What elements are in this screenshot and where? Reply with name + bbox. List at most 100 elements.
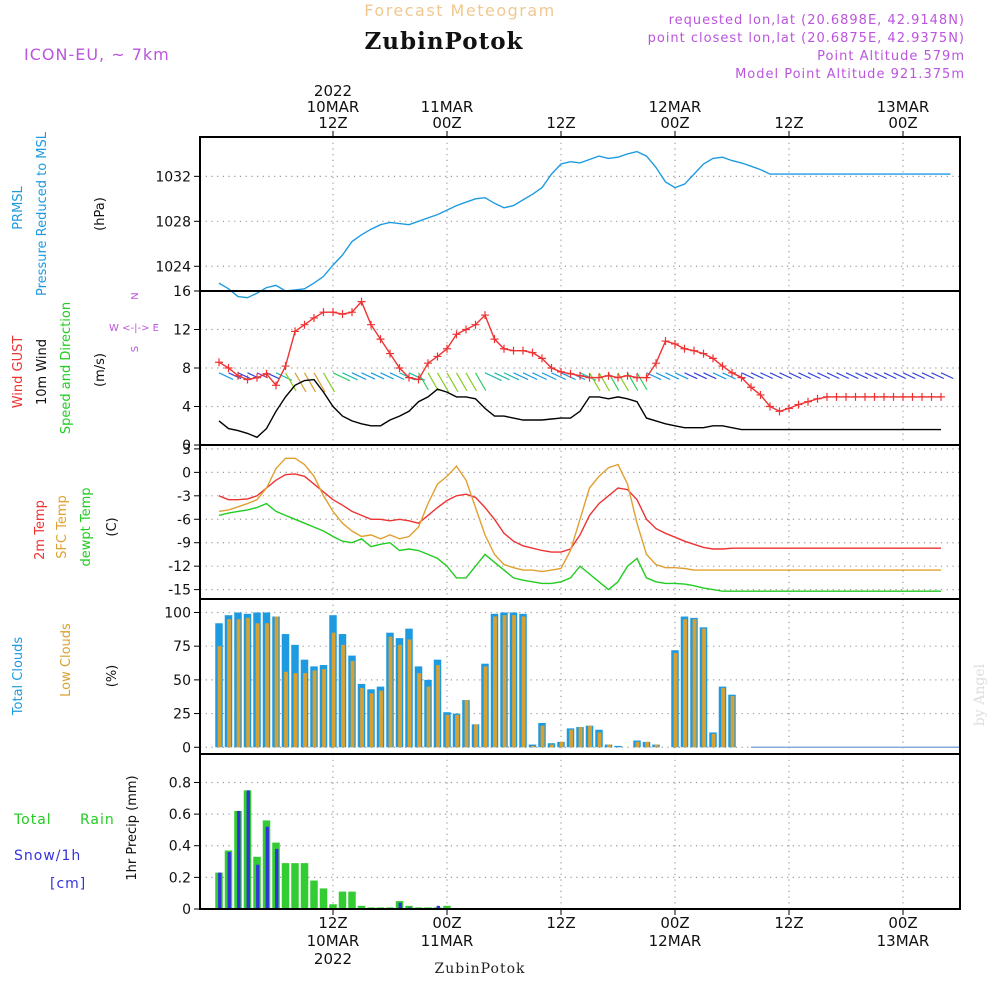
low-cloud-bar — [493, 616, 497, 748]
gust-marker — [680, 344, 689, 353]
low-cloud-bar — [227, 619, 231, 748]
rain-bar — [291, 863, 299, 909]
gust-marker — [357, 297, 366, 306]
low-cloud-bar — [455, 714, 459, 748]
gust-marker — [623, 371, 632, 380]
time-axis-label: 00Z — [888, 114, 917, 132]
low-cloud-bar — [673, 652, 678, 748]
y-tick-label: 50 — [173, 673, 191, 689]
rain-bar — [329, 904, 337, 909]
low-cloud-bar — [578, 727, 583, 748]
time-axis-label: 12MAR — [649, 98, 702, 116]
wind-direction-arrow — [484, 372, 502, 382]
time-axis-label: 10MAR — [307, 932, 360, 950]
wind-direction-arrow — [532, 372, 547, 381]
wind-direction-arrow — [855, 372, 869, 380]
wind-direction-arrow — [931, 372, 945, 380]
gust-marker — [547, 364, 556, 372]
wind-direction-arrow — [513, 372, 529, 381]
footer-location: ZubinPotok — [434, 961, 525, 977]
low-cloud-bar — [683, 619, 687, 748]
wind-direction-arrow — [313, 372, 326, 393]
wind-direction-arrow — [303, 372, 317, 393]
low-cloud-bar — [540, 725, 545, 748]
gust-marker — [481, 311, 489, 320]
wind-direction-arrow — [750, 372, 764, 380]
rain-bar — [310, 880, 318, 909]
low-cloud-bar — [702, 628, 706, 748]
gust-marker — [500, 344, 508, 353]
gust-marker — [395, 364, 404, 372]
wind-direction-arrow — [380, 372, 394, 380]
y-tick-label: 8 — [182, 361, 191, 377]
y-tick-label: 0 — [182, 465, 191, 481]
time-axis-label: 00Z — [660, 114, 689, 132]
time-axis-label: 00Z — [432, 914, 461, 932]
wind-direction-arrow — [788, 372, 802, 380]
wind-direction-arrow — [560, 372, 576, 381]
dewpt-temp-label: dewpt Temp — [79, 487, 94, 566]
precip-panel-labels: Total Rain Snow/1h [cm] 1hr Precip (mm) — [13, 775, 140, 892]
low-cloud-bar — [369, 693, 374, 748]
low-cloud-bar — [350, 661, 355, 748]
low-cloud-bar — [502, 615, 507, 748]
rain-bar — [281, 863, 290, 909]
gust-marker — [804, 397, 812, 406]
gust-marker — [310, 313, 318, 322]
rain-bar — [319, 888, 328, 909]
gust-marker — [870, 392, 879, 401]
time-axis-label: 12Z — [318, 114, 347, 132]
closest-coords: point closest lon,lat (20.6875E, 42.9375… — [648, 31, 965, 46]
low-cloud-bar — [407, 639, 412, 748]
low-cloud-bar — [398, 644, 402, 748]
time-axis-label: 2022 — [314, 82, 352, 100]
wind-direction-arrow — [703, 372, 717, 380]
gust-marker — [338, 310, 347, 319]
low-cloud-bar — [559, 741, 564, 748]
low-cloud-bar — [379, 690, 383, 748]
panel-frame — [199, 444, 961, 600]
gust-marker — [794, 400, 803, 409]
wind-direction-arrow — [817, 372, 831, 380]
y-tick-label: -15 — [168, 583, 191, 599]
low-cloud-bar — [426, 686, 431, 748]
precip-unit-label: 1hr Precip (mm) — [125, 775, 140, 880]
snow-bar — [246, 790, 250, 909]
snow-bar — [265, 826, 269, 909]
wind-direction-arrow — [332, 372, 351, 382]
wind-panel-labels: Wind GUST 10m Wind Speed and Direction (… — [11, 292, 159, 434]
gust-marker — [291, 327, 299, 336]
wind-direction-arrow — [684, 372, 698, 380]
pressure-msl-label: Pressure Reduced to MSL — [35, 131, 50, 296]
total-cloud-bar — [614, 745, 622, 748]
low-cloud-bar — [474, 724, 478, 748]
y-tick-label: -3 — [177, 489, 191, 505]
snow-label: Snow/1h — [14, 848, 81, 864]
snow-bar — [237, 810, 241, 909]
low-cloud-bar — [550, 744, 554, 748]
gust-marker — [414, 375, 423, 384]
gust-marker — [253, 373, 261, 382]
gust-marker — [300, 320, 309, 329]
time-axis-label: 11MAR — [421, 932, 474, 950]
low-cloud-bar — [483, 666, 488, 748]
wind-direction-arrow — [874, 372, 888, 380]
gust-marker — [272, 381, 280, 390]
c-unit-label: (C) — [105, 517, 120, 536]
wind-direction-arrow — [722, 372, 736, 380]
location-title: ZubinPotok — [365, 28, 524, 55]
gust-marker — [386, 349, 394, 358]
y-tick-label: 25 — [173, 707, 191, 723]
y-tick-label: 0.8 — [169, 775, 191, 791]
wind-direction-arrow — [665, 372, 680, 380]
wind-direction-arrow — [741, 372, 755, 380]
gust-marker — [424, 359, 432, 368]
gust-marker — [452, 330, 461, 339]
gust-marker — [747, 383, 755, 392]
wind-speed-line — [218, 378, 941, 439]
wind-direction-arrow — [361, 372, 376, 380]
temp-dewpt-line — [218, 502, 941, 592]
low-cloud-bar — [692, 619, 697, 748]
gust-marker — [433, 352, 442, 361]
2m-temp-label: 2m Temp — [33, 500, 48, 560]
